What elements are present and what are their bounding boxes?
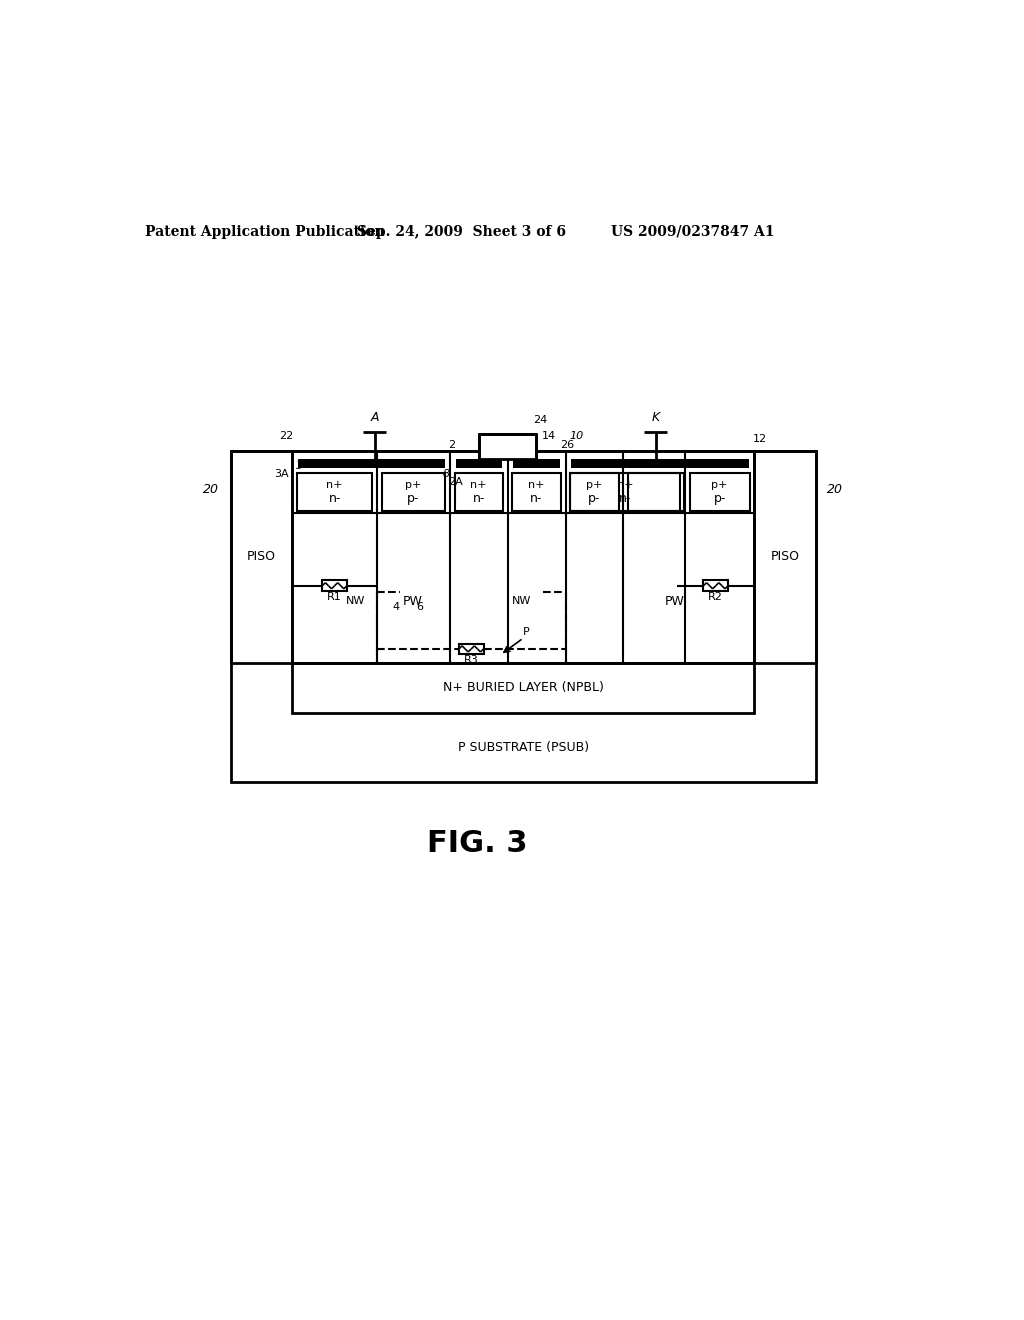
Text: PISO: PISO	[770, 550, 800, 564]
Bar	[570, 473, 680, 511]
Text: PISO: PISO	[247, 550, 275, 564]
Bar	[456, 459, 503, 469]
Bar	[292, 451, 755, 663]
Text: R2: R2	[709, 591, 723, 602]
Text: 22: 22	[280, 430, 294, 441]
Text: 14: 14	[542, 430, 556, 441]
Text: 3: 3	[296, 462, 303, 471]
Text: 8: 8	[442, 469, 450, 479]
Bar	[570, 473, 618, 511]
Text: n-: n-	[618, 492, 631, 506]
Bar	[455, 473, 503, 511]
Bar	[323, 581, 347, 591]
Text: K: K	[651, 412, 659, 425]
Text: R3: R3	[464, 655, 478, 665]
Text: 4: 4	[392, 602, 399, 612]
Text: PW: PW	[665, 594, 685, 607]
Bar	[297, 473, 373, 511]
Bar	[512, 473, 561, 511]
Text: NW: NW	[346, 597, 366, 606]
Text: US 2009/0237847 A1: US 2009/0237847 A1	[611, 224, 774, 239]
Text: PW: PW	[403, 594, 423, 607]
Bar	[628, 473, 684, 511]
Text: n+: n+	[528, 480, 545, 490]
Text: n+: n+	[327, 480, 343, 490]
Text: A: A	[371, 412, 379, 425]
Text: P: P	[523, 627, 530, 638]
Bar	[230, 451, 816, 781]
Text: 20: 20	[827, 483, 844, 496]
Text: 3A: 3A	[273, 469, 289, 479]
Text: R1: R1	[328, 591, 342, 602]
Bar	[230, 451, 292, 663]
Text: Patent Application Publication: Patent Application Publication	[145, 224, 385, 239]
Text: n+: n+	[470, 480, 486, 490]
Bar	[292, 663, 755, 713]
Bar	[703, 581, 728, 591]
Text: p+: p+	[712, 480, 728, 490]
Bar	[689, 473, 750, 511]
Text: p-: p-	[588, 492, 600, 506]
Text: p-: p-	[714, 492, 726, 506]
Bar	[755, 451, 816, 663]
Text: n-: n-	[329, 492, 341, 506]
Text: 20: 20	[203, 483, 219, 496]
Text: p+: p+	[404, 480, 421, 490]
Text: n+: n+	[616, 480, 633, 490]
Text: 26: 26	[560, 440, 574, 450]
Text: n-: n-	[472, 492, 484, 506]
Bar	[571, 459, 749, 469]
Text: FIG. 3: FIG. 3	[427, 829, 527, 858]
Text: 2: 2	[449, 440, 456, 450]
Bar	[459, 644, 483, 655]
Text: n-: n-	[530, 492, 543, 506]
Text: 10: 10	[569, 430, 584, 441]
Text: 12: 12	[753, 434, 767, 445]
Bar	[513, 459, 560, 469]
Text: P SUBSTRATE (PSUB): P SUBSTRATE (PSUB)	[458, 741, 589, 754]
Text: 6: 6	[416, 602, 423, 612]
Text: N+ BURIED LAYER (NPBL): N+ BURIED LAYER (NPBL)	[442, 681, 604, 694]
Text: 2A: 2A	[449, 477, 463, 487]
Text: NW: NW	[512, 597, 531, 606]
Text: Sep. 24, 2009  Sheet 3 of 6: Sep. 24, 2009 Sheet 3 of 6	[357, 224, 566, 239]
Text: p-: p-	[407, 492, 420, 506]
Bar	[382, 473, 445, 511]
Text: p+: p+	[586, 480, 602, 490]
Text: 24: 24	[534, 416, 547, 425]
Bar	[478, 434, 537, 459]
Bar	[298, 459, 444, 469]
